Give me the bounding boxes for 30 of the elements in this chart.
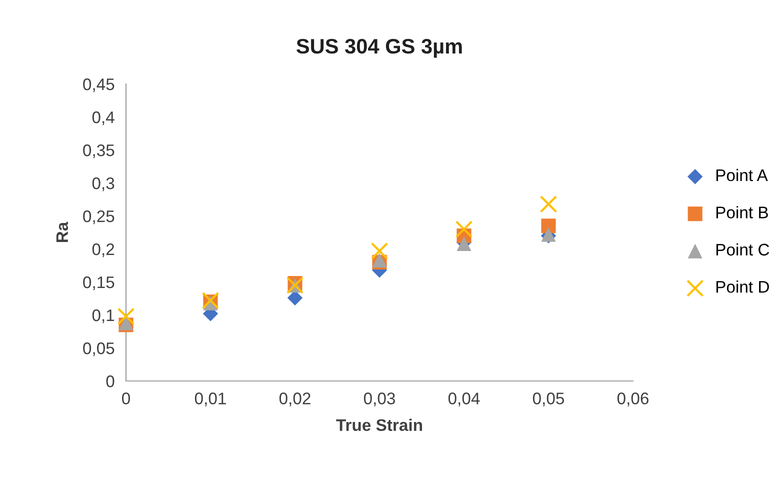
- x-tick-label: 0,02: [279, 392, 310, 406]
- y-tick-label: 0,45: [83, 78, 114, 92]
- y-tick-label: 0,25: [83, 210, 114, 224]
- y-tick-label: 0,05: [83, 342, 114, 356]
- x-tick-label: 0,01: [194, 392, 226, 406]
- y-tick-label: 0,35: [83, 144, 114, 158]
- point: [455, 220, 473, 238]
- legend-label: Point C: [716, 243, 770, 256]
- x-tick-label: 0: [122, 392, 130, 404]
- y-tick-label: 0: [106, 375, 114, 388]
- point: [117, 308, 135, 325]
- legend-label: Point A: [716, 168, 768, 182]
- y-tick-label: 0,15: [83, 276, 114, 290]
- y-axis-title: Ra: [56, 222, 68, 242]
- point: [541, 218, 556, 234]
- legend-label: Point D: [716, 280, 769, 293]
- y-tick-label: 0,3: [92, 177, 114, 192]
- y-tick-label: 0,1: [92, 309, 114, 324]
- point: [540, 195, 558, 213]
- x-tick-label: 0,04: [448, 392, 480, 406]
- x-tick-label: 0,03: [364, 392, 395, 406]
- y-tick-label: 0,4: [92, 111, 114, 126]
- x-axis-title: True Strain: [336, 418, 422, 431]
- chart-title: SUS 304 GS 3µm: [296, 38, 462, 58]
- x-tick-label: 0,06: [617, 392, 648, 406]
- point: [202, 292, 220, 310]
- point: [370, 242, 388, 260]
- x-tick-label: 0,05: [532, 392, 564, 406]
- y-tick-label: 0,2: [92, 243, 114, 258]
- legend-label: Point B: [716, 206, 768, 218]
